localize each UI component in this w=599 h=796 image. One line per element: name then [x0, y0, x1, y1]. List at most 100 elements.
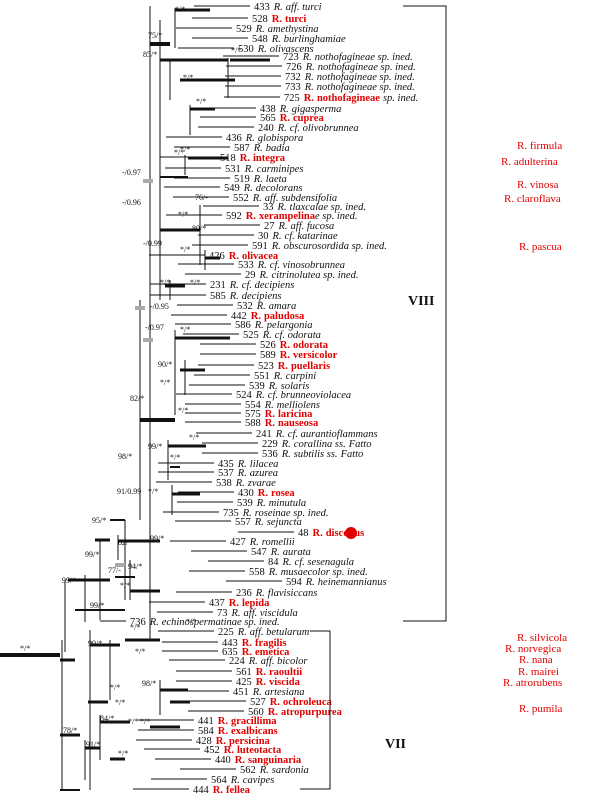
- genus-abbr: R.: [216, 736, 227, 747]
- species-name: amara: [269, 301, 296, 312]
- genus-abbr: R.: [278, 221, 288, 232]
- support-value: 78/*: [63, 726, 77, 735]
- species-name: melliolens: [277, 400, 320, 411]
- genus-abbr: R.: [242, 638, 253, 649]
- taxon-label: 531 R. carminipes: [225, 164, 303, 175]
- taxon-number: 723: [283, 52, 299, 63]
- taxon-label: 594 R. heinemannianus: [286, 577, 387, 588]
- support-value: 95/*: [92, 516, 106, 525]
- taxon-label: 548 R. burlinghamiae: [252, 34, 346, 45]
- side-species-label: R. norvegica: [505, 643, 561, 655]
- genus-abbr: R.: [271, 241, 281, 252]
- genus-abbr: R.: [256, 667, 267, 678]
- taxon-label: 532 R. amara: [237, 301, 296, 312]
- taxon-label: 592 R. xerampelinae sp. ined.: [226, 211, 358, 222]
- taxon-label: 549 R. decolorans: [224, 183, 302, 194]
- taxon-number: 452: [204, 745, 220, 756]
- species-name: pelargonia: [266, 320, 313, 331]
- genus-abbr: R.: [249, 537, 259, 548]
- genus-abbr: R.: [243, 183, 253, 194]
- species-name: aff. betularum: [250, 627, 310, 638]
- species-name: carpini: [286, 371, 316, 382]
- taxon-number: 428: [196, 736, 212, 747]
- species-name: viscida: [269, 677, 301, 688]
- taxon-number: 33: [263, 202, 274, 213]
- taxon-label: 562 R. sardonia: [240, 765, 309, 776]
- species-name: aff. bicolor: [261, 656, 309, 667]
- taxon-label: 444 R. fellea: [193, 785, 251, 796]
- genus-abbr: R.: [237, 459, 247, 470]
- taxon-number: 529: [236, 24, 252, 35]
- genus-abbr: R.: [271, 34, 281, 45]
- support-value: 98/*: [142, 679, 156, 688]
- genus-abbr: R.: [259, 765, 269, 776]
- taxon-label: 428 R. persicina: [196, 736, 271, 747]
- taxon-number: 552: [233, 193, 249, 204]
- taxon-label: 530 R. olivascens: [238, 44, 314, 55]
- genus-abbr: R.: [229, 280, 239, 291]
- taxon-label: 533 R. cf. vinosobrunnea: [238, 260, 345, 271]
- taxon-number: 425: [236, 677, 252, 688]
- taxon-number: 430: [238, 488, 254, 499]
- taxon-label: 589 R. versicolor: [260, 350, 338, 361]
- side-species-label: R. vinosa: [517, 179, 559, 191]
- species-name: raoultii: [269, 667, 302, 678]
- species-name: aurata: [283, 547, 311, 558]
- species-name: aff. viscidula: [244, 608, 298, 619]
- species-name: nothofagineae: [317, 93, 380, 104]
- taxon-label: 536 R. subtilis ss. Fatto: [262, 449, 363, 460]
- genus-abbr: R.: [246, 211, 257, 222]
- taxon-number: 592: [226, 211, 242, 222]
- support-value: 91/*: [86, 740, 100, 749]
- taxon-label: 564 R. cavipes: [211, 775, 274, 786]
- species-name: azurea: [250, 468, 278, 479]
- taxon-label: 558 R. musaecolor sp. ined.: [249, 567, 368, 578]
- genus-abbr: R.: [229, 291, 239, 302]
- species-name: lilacea: [250, 459, 279, 470]
- species-name: rosea: [271, 488, 295, 499]
- taxon-number: 524: [236, 390, 253, 401]
- support-value: 75/*: [148, 31, 162, 40]
- support-value: */*: [180, 245, 190, 254]
- genus-abbr: R.: [262, 330, 272, 341]
- genus-abbr: R.: [255, 588, 265, 599]
- species-name: nothofagineae sp. ined.: [317, 82, 415, 93]
- species-name: paludosa: [264, 311, 305, 322]
- genus-abbr: R.: [242, 508, 252, 519]
- genus-abbr: R.: [304, 82, 314, 93]
- taxon-number: 518: [220, 153, 236, 164]
- taxon-number: 435: [218, 459, 234, 470]
- taxon-label: 48 R. discopus: [298, 528, 364, 539]
- taxon-number: 736: [130, 617, 146, 628]
- species-name: cf. brunneoviolacea: [268, 390, 351, 401]
- species-name: integra: [253, 153, 286, 164]
- genus-abbr: R.: [235, 755, 246, 766]
- genus-abbr: R.: [305, 62, 315, 73]
- taxon-label: 588 R. nauseosa: [245, 418, 319, 429]
- support-value: */*: [110, 683, 120, 692]
- genus-abbr: R.: [257, 260, 267, 271]
- genus-abbr: R.: [245, 133, 255, 144]
- taxon-label: 236 R. flavisiccans: [236, 588, 317, 599]
- species-name: subtilis ss.: [294, 449, 338, 460]
- species-name: aff. subdensifolia: [265, 193, 337, 204]
- taxon-number: 551: [254, 371, 270, 382]
- taxon-label: 84 R. cf. sesenagula: [268, 557, 354, 568]
- species-name: turci: [285, 14, 306, 25]
- species-name: fellea: [226, 785, 251, 796]
- side-species-label: R. nana: [519, 654, 553, 666]
- species-name: odorata: [293, 340, 329, 351]
- support-value: */*: [180, 325, 190, 334]
- species-name: nothofagineae sp. ined.: [317, 72, 415, 83]
- species-name: lepida: [242, 598, 270, 609]
- support-value: */*: [231, 46, 241, 55]
- genus-abbr: R.: [256, 677, 267, 688]
- taxon-label: 451 R. artesiana: [233, 687, 304, 698]
- taxon-label: 527 R. ochroleuca: [250, 697, 333, 708]
- taxon-label: 528 R. turci: [252, 14, 306, 25]
- taxon-number: 635: [222, 647, 238, 658]
- taxon-label: 539 R. solaris: [249, 381, 309, 392]
- support-value: -/0.96: [122, 198, 141, 207]
- support-value: */*: [186, 617, 196, 626]
